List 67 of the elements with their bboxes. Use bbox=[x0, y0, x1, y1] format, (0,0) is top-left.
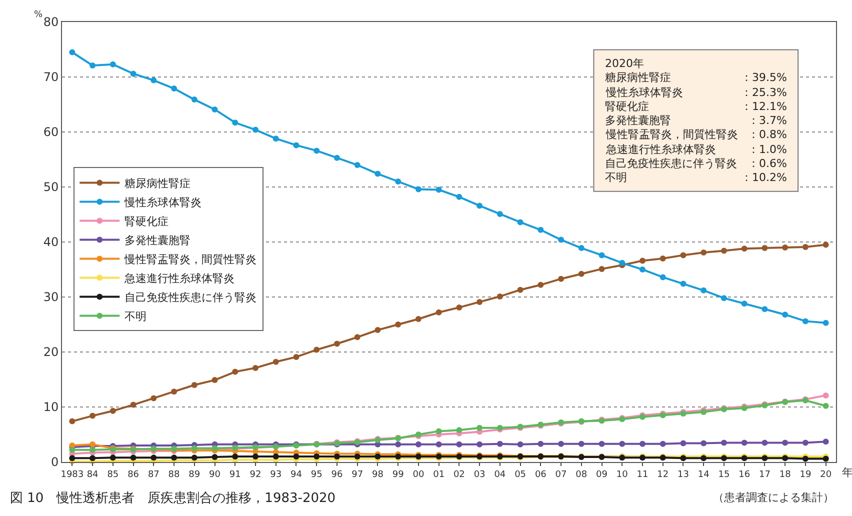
x-tick-label: 90 bbox=[209, 470, 221, 480]
annotation: 自己免疫性疾患に伴う腎炎：0.6% bbox=[605, 157, 787, 170]
x-tick-label: 87 bbox=[148, 470, 160, 480]
annotation: 慢性腎盂腎炎，間質性腎炎：0.8% bbox=[605, 128, 787, 141]
x-tick-label: 03 bbox=[474, 470, 486, 480]
x-tick-label: 13 bbox=[678, 470, 689, 480]
x-tick-label: 06 bbox=[534, 470, 547, 480]
legend-label: 不明 bbox=[124, 310, 147, 323]
x-tick-label: 96 bbox=[331, 470, 343, 480]
x-tick-label: 01 bbox=[433, 470, 445, 480]
y-tick-label: 10 bbox=[43, 400, 59, 414]
x-tick-label: 89 bbox=[188, 470, 200, 480]
annotation: 2020年 bbox=[605, 57, 644, 70]
x-tick-label: 86 bbox=[128, 470, 140, 480]
x-tick-label: 11 bbox=[636, 470, 648, 480]
x-tick-label: 93 bbox=[270, 470, 282, 480]
legend-label: 慢性腎盂腎炎，間質性腎炎 bbox=[124, 252, 257, 266]
x-tick-label: 09 bbox=[596, 470, 608, 480]
x-tick-label: 16 bbox=[738, 470, 750, 480]
x-tick-label: 12 bbox=[657, 470, 669, 480]
x-tick-label: 92 bbox=[250, 470, 262, 480]
legend-label: 慢性糸球体腎炎 bbox=[124, 196, 202, 209]
x-tick-label: 17 bbox=[758, 470, 770, 480]
x-tick-label: 15 bbox=[718, 470, 730, 480]
y-tick-label: 40 bbox=[43, 235, 59, 250]
x-tick-label: 08 bbox=[576, 470, 588, 480]
x-tick-label: 05 bbox=[514, 470, 526, 480]
x-tick-label: 97 bbox=[352, 470, 364, 480]
x-tick-label: 1983 bbox=[60, 470, 84, 480]
x-tick-label: 99 bbox=[392, 470, 404, 480]
x-tick-label: 00 bbox=[412, 470, 424, 480]
legend-label: 多発性囊胞腎 bbox=[124, 234, 191, 247]
x-tick-label: 02 bbox=[453, 470, 465, 480]
x-tick-label: 18 bbox=[779, 470, 792, 480]
y-tick-label: 20 bbox=[43, 345, 59, 360]
x-tick-label: 19 bbox=[800, 470, 812, 480]
y-tick-label: 50 bbox=[43, 180, 59, 194]
legend-label: 腎硬化症 bbox=[124, 214, 169, 228]
text: 多発性囊胞腎：3.7% bbox=[605, 114, 787, 127]
x-tick-label: 84 bbox=[86, 470, 99, 480]
legend-label: 糖尿病性腎症 bbox=[124, 176, 191, 190]
y-tick-label: 30 bbox=[43, 290, 59, 304]
x-tick-label: 98 bbox=[372, 470, 384, 480]
text: 糖尿病性腎症：39.5% bbox=[605, 71, 787, 84]
x-tick-label: 94 bbox=[290, 470, 302, 480]
legend-label: 自己免疫性疾患に伴う腎炎 bbox=[124, 290, 257, 304]
text: （患者調査による集計） bbox=[713, 491, 834, 504]
x-tick-label: 04 bbox=[494, 470, 506, 480]
x-tick-label: 10 bbox=[616, 470, 628, 480]
text: 急速進行性糸球体腎炎：1.0% bbox=[606, 143, 787, 156]
y-tick-label: 70 bbox=[43, 70, 59, 84]
text: 慢性糸球体腎炎：25.3% bbox=[606, 86, 787, 99]
x-tick-label: 20 bbox=[820, 470, 832, 480]
x-tick-label: 91 bbox=[229, 470, 241, 480]
y-axis-title: % bbox=[34, 10, 43, 20]
y-tick-label: 0 bbox=[50, 455, 59, 470]
y-tick-label: 80 bbox=[43, 15, 59, 30]
text: 不明：10.2% bbox=[605, 171, 787, 184]
y-tick-label: 60 bbox=[43, 125, 59, 140]
legend-label: 急速進行性糸球体腎炎 bbox=[124, 272, 235, 285]
x-tick-label: 07 bbox=[555, 470, 567, 480]
text: 図 10 慢性透析患者 原疾患割合の推移，1983-2020 bbox=[10, 491, 336, 506]
x-tick-label: 95 bbox=[310, 470, 322, 480]
x-tick-label: 14 bbox=[698, 470, 710, 480]
x-tick-label: 85 bbox=[107, 470, 119, 480]
text: 腎硬化症：12.1% bbox=[605, 100, 787, 113]
x-tick-label: 88 bbox=[168, 470, 180, 480]
